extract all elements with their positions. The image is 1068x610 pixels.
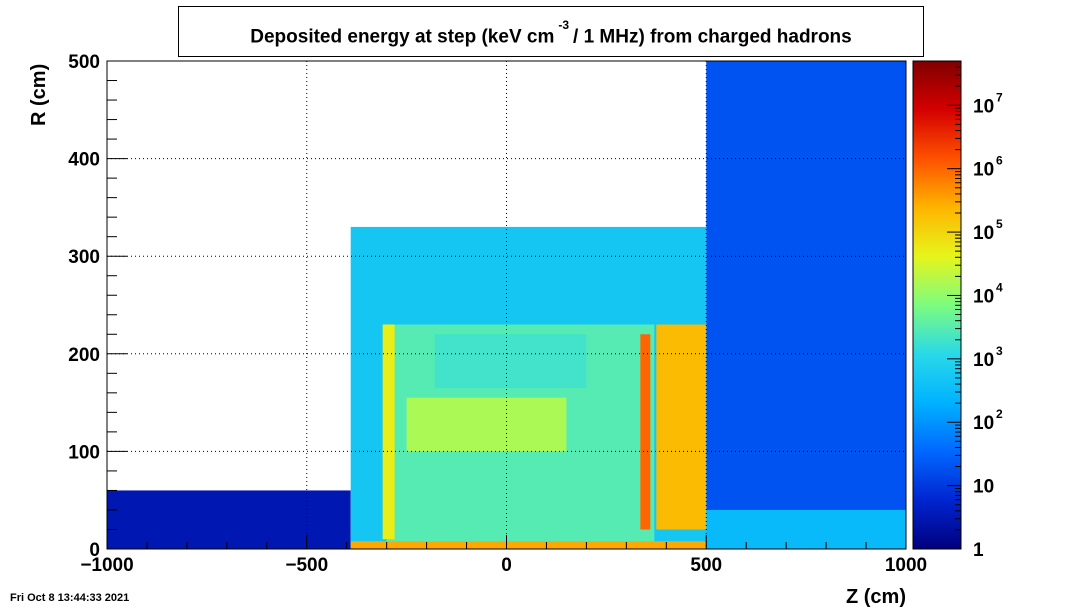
z-tick-exponent: 6 <box>996 154 1003 168</box>
z-tick-label: 10 <box>973 96 994 117</box>
x-tick-label: 1000 <box>885 555 927 576</box>
chart-title-main: Deposited energy at step (keV cm <box>250 26 555 48</box>
y-tick-label: 200 <box>68 345 100 366</box>
y-axis-title: R (cm) <box>28 63 50 126</box>
y-tick-label: 500 <box>68 52 100 73</box>
chart-title-tail: / 1 MHz) from charged hadrons <box>573 26 852 48</box>
heat-region-solenoid <box>434 334 587 388</box>
x-tick-label: 500 <box>690 555 722 576</box>
z-tick-exponent: 4 <box>996 280 1003 294</box>
z-tick-label: 10 <box>973 477 994 498</box>
z-tick-label: 10 <box>973 350 994 371</box>
y-tick-label: 0 <box>89 540 100 561</box>
x-axis: −1000 −500 0 500 1000 <box>80 535 927 576</box>
heat-region-endcap-yoke-left <box>382 324 395 540</box>
y-axis: 0 100 200 300 400 500 <box>68 52 127 561</box>
z-tick-exponent: 3 <box>996 344 1003 358</box>
z-tick-exponent: 2 <box>996 407 1003 421</box>
timestamp: Fri Oct 8 13:44:33 2021 <box>10 592 130 604</box>
chart-title-exponent: -3 <box>558 18 570 32</box>
heat-region-endcap-yoke-right <box>656 324 707 530</box>
x-tick-label: −1000 <box>80 555 133 576</box>
heat-region-backward-sparse <box>107 490 351 549</box>
heat-region-forward-calorimeter <box>706 61 906 549</box>
heat-region-forward-inner <box>706 509 906 549</box>
z-tick-label: 10 <box>973 413 994 434</box>
color-scale-bar <box>912 60 962 550</box>
z-tick-label: 10 <box>973 286 994 307</box>
z-tick-label: 10 <box>973 223 994 244</box>
heatmap-cells <box>107 61 906 549</box>
grid-lines <box>107 61 906 549</box>
chart-title-box: Deposited energy at step (keV cm-3/ 1 MH… <box>178 6 924 57</box>
z-tick-exponent: 7 <box>996 90 1003 104</box>
heat-region-beamline <box>350 541 707 549</box>
y-tick-label: 300 <box>68 247 100 268</box>
x-axis-title: Z (cm) <box>846 586 906 608</box>
z-tick-exponent: 5 <box>996 217 1003 231</box>
chart-title: Deposited energy at step (keV cm-3/ 1 MH… <box>179 18 923 48</box>
y-tick-label: 100 <box>68 442 100 463</box>
z-tick-label: 10 <box>973 160 994 181</box>
x-tick-label: 0 <box>501 555 512 576</box>
y-tick-label: 400 <box>68 150 100 171</box>
z-tick-label: 1 <box>973 540 984 561</box>
heat-region-endcap-disk-right <box>640 334 651 530</box>
x-tick-label: −500 <box>285 555 328 576</box>
heat-region-barrel-calorimeter <box>406 397 567 452</box>
